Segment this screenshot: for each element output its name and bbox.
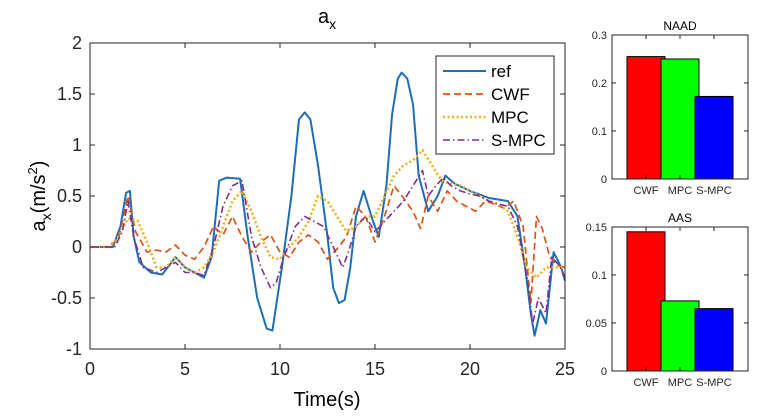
aas-bar-mpc (660, 300, 700, 372)
naad-bar-mpc (660, 58, 700, 180)
line-y-tick-label: 2 (72, 33, 82, 53)
naad-chart-title: NAAD (663, 19, 697, 33)
naad-y-tick-label: 0.3 (592, 30, 607, 42)
aas-plot-frame (611, 226, 749, 372)
legend-box (435, 55, 555, 155)
line-chart: ax -1 -0.5 0 0.5 1 1.5 2 0 5 10 15 20 25 Time(s) ax… (25, 6, 575, 411)
line-y-tick-label: -0.5 (51, 288, 82, 308)
line-y-tick-label: 0 (72, 237, 82, 257)
aas-bar-chart: AAS 0 0.05 0.1 0.15 CWF MPC S-MPC (586, 211, 749, 389)
line-y-axis-label: ax(m/s2) (25, 161, 54, 232)
naad-bar-chart: NAAD 0 0.1 0.2 0.3 CWF MPC S-MPC (592, 19, 749, 197)
line-y-tick-label: -1 (66, 339, 82, 359)
line-x-tick-label: 10 (270, 359, 290, 379)
aas-bar-s-mpc (694, 308, 734, 372)
naad-x-tick-label: CWF (633, 185, 658, 197)
aas-x-tick-label: S-MPC (696, 377, 732, 389)
line-series-group (90, 71, 566, 337)
line-x-tick-label: 25 (555, 359, 575, 379)
aas-bar-cwf (626, 231, 666, 372)
line-x-axis-label: Time(s) (293, 389, 360, 411)
aas-y-tick-label: 0.15 (586, 222, 607, 234)
aas-chart-title: AAS (668, 211, 692, 225)
naad-bar-cwf (626, 56, 666, 180)
naad-y-tick-label: 0 (601, 174, 607, 186)
line-x-tick-label: 0 (85, 359, 95, 379)
aas-x-tick-label: CWF (633, 377, 658, 389)
naad-plot-frame (611, 34, 749, 180)
line-y-tick-label: 0.5 (57, 186, 82, 206)
aas-x-tick-label: MPC (668, 377, 693, 389)
series-line-ref (90, 71, 566, 337)
line-plot-frame (89, 42, 566, 350)
naad-y-tick-label: 0.2 (592, 78, 607, 90)
naad-x-tick-label: S-MPC (696, 185, 732, 197)
aas-y-tick-label: 0.05 (586, 318, 607, 330)
line-x-tick-label: 15 (365, 359, 385, 379)
series-line-s-mpc (90, 169, 566, 325)
line-y-tick-label: 1 (72, 135, 82, 155)
line-x-axis: 0 5 10 15 20 25 (85, 43, 575, 379)
aas-y-tick-label: 0 (601, 366, 607, 378)
legend-label-cwf: CWF (491, 85, 530, 104)
line-chart-title: ax (318, 6, 336, 32)
legend: ref CWF MPC S-MPC (435, 55, 555, 155)
line-x-tick-label: 5 (180, 359, 190, 379)
naad-y-tick-label: 0.1 (592, 126, 607, 138)
naad-x-tick-label: MPC (668, 185, 693, 197)
legend-label-ref: ref (491, 62, 511, 81)
aas-y-tick-label: 0.1 (592, 270, 607, 282)
naad-bar-s-mpc (694, 95, 734, 180)
legend-label-mpc: MPC (491, 108, 529, 127)
line-y-tick-label: 1.5 (57, 84, 82, 104)
line-x-tick-label: 20 (460, 359, 480, 379)
legend-label-s-mpc: S-MPC (491, 131, 546, 150)
